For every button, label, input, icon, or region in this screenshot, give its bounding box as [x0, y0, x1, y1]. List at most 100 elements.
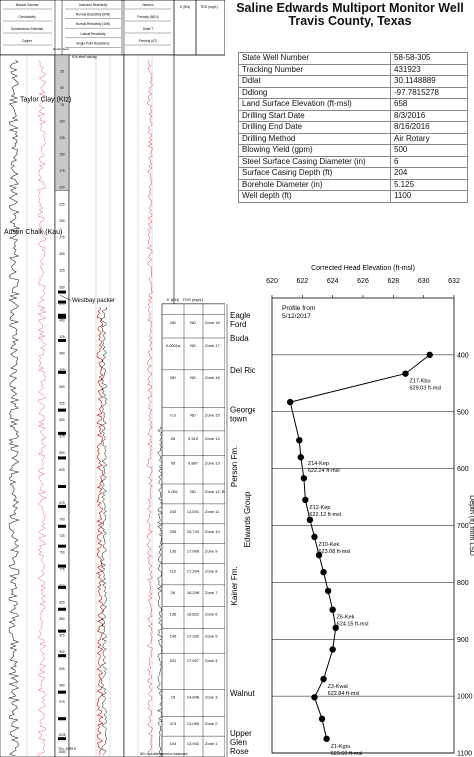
well-info-value: 6 [390, 155, 468, 168]
profile-annotation-date: 5/12/2017 [282, 313, 311, 320]
x-tick-label: 630 [418, 278, 430, 285]
well-info-row: Well depth (ft) 1100 [238, 190, 468, 203]
x-tick-label: 624 [327, 278, 339, 285]
well-info-row: Steel Surface Casing Diameter (in) 6 [238, 155, 468, 168]
zone-k-value: 136 [170, 549, 177, 554]
depth-tick-label: 375 [59, 302, 65, 306]
steel-casing-label: 6-in steel casing [72, 55, 97, 59]
resistivity-curve [96, 307, 104, 756]
zone-k-value: 26 [171, 590, 176, 595]
right-track-header: Porosity (NEU) [137, 15, 158, 19]
well-info-label: Drilling Method [238, 132, 391, 145]
westbay-packer [58, 585, 66, 589]
data-point [311, 694, 318, 701]
steel-casing-bar [54, 54, 70, 191]
formation-label: Person Fm. [230, 446, 239, 487]
zone-tds-value: 9,887 [188, 460, 199, 465]
well-info-value: 204 [390, 167, 468, 180]
westbay-packer-label: Westbay packer [72, 298, 115, 304]
depth-tick-label: 750 [59, 551, 65, 555]
depth-header: Depth (feet) [53, 47, 69, 51]
well-info-label: Drilling Start Date [238, 109, 391, 122]
series-line [289, 354, 431, 739]
zone-name: Zone 9 [205, 549, 218, 554]
depth-tick-label: 125 [59, 136, 65, 140]
well-info-value: 58-58-305 [390, 52, 468, 65]
middle-track-header: Normal Resistivity (16N) [76, 22, 110, 26]
well-info-table: State Well Number 58-58-305 Tracking Numbe… [238, 52, 468, 203]
well-info-row: Drilling Method Air Rotary [238, 132, 468, 145]
well-info-row: Surface Casing Depth (ft) 204 [238, 167, 468, 180]
zone-tds-value: 13,090 [187, 721, 200, 726]
westbay-packer [58, 544, 66, 548]
zone-k-value: ND [170, 375, 176, 380]
y-tick-label: 500 [457, 409, 469, 416]
point-label: Z3-Kwal [328, 684, 348, 690]
westbay-packer [58, 737, 66, 741]
left-track-header: Conductivity [18, 15, 36, 19]
depth-tick-label: 100 [59, 119, 65, 123]
x-tick-label: 622 [296, 278, 308, 285]
depth-tick-label: 600 [59, 451, 65, 455]
depth-tick-label: 825 [59, 600, 65, 604]
westbay-packer [58, 504, 66, 508]
zone-k-value: 15 [171, 695, 176, 700]
point-label: 629.03 ft-msl [409, 386, 441, 392]
depth-tick-label: 300 [59, 252, 65, 256]
zone-name: Zone 17 [205, 343, 220, 348]
zone-k-value: 95 [171, 460, 176, 465]
depth-tick-label: 975 [59, 700, 65, 704]
data-point [311, 533, 318, 541]
zone-name: Zone 10 [205, 529, 220, 534]
westbay-packer [58, 315, 66, 319]
depth-tick-label: 500 [59, 385, 65, 389]
y-tick-label: 700 [457, 523, 469, 530]
zone-tds-value: 14,848 [187, 695, 200, 700]
y-tick-label: 400 [457, 352, 469, 359]
zone-tds-value: 15,743 [187, 529, 200, 534]
page-title: Saline Edwards Multiport Monitor Well Tr… [232, 2, 468, 27]
point-label: Z12-Kep [309, 505, 330, 511]
zone-tds-value: ND [190, 413, 196, 418]
depth-tick-label: 1025 [58, 733, 65, 737]
log-header-column [195, 0, 225, 56]
depth-tick-label: 175 [59, 169, 65, 173]
well-info-row: Drilling End Date 8/16/2016 [238, 121, 468, 134]
right-track-header: Porosity (ΔT) [139, 39, 158, 43]
westbay-packer [58, 290, 66, 294]
point-label: 622.12 ft-msl [309, 512, 341, 518]
point-label: Z6-Kek [337, 615, 355, 621]
point-label: Z1-Kgru [331, 744, 351, 750]
formation-label: Del Rio [230, 366, 255, 375]
formation-label: George- [230, 406, 255, 415]
well-info-row: Ddlat 30.1148889 [238, 75, 468, 88]
zone-name: Zone 14 [205, 436, 220, 441]
data-point [323, 735, 330, 742]
well-info-row: State Well Number 58-58-305 [238, 52, 468, 65]
conductivity-curve [37, 59, 47, 757]
data-point [300, 475, 308, 482]
zone-name: Zone 6 [205, 612, 218, 617]
formation-label: Kainer Fm. [230, 566, 239, 605]
westbay-packer [58, 690, 66, 694]
well-info-row: Ddlong -97.7815278 [238, 86, 468, 99]
zone-k-value: 112 [170, 569, 177, 574]
formation-label: Upper [230, 729, 252, 738]
depth-tick-label: 450 [59, 352, 65, 356]
depth-tick-label: 900 [59, 650, 65, 654]
depth-tick-label: 475 [59, 368, 65, 372]
depth-tick-label: 250 [59, 219, 65, 223]
westbay-packer [58, 524, 66, 528]
left-track-header: Caliper [22, 39, 33, 43]
zone-name: Zone 7 [205, 590, 218, 595]
well-info-row: Blowing Yield (gpm) 500 [238, 144, 468, 157]
zones-table [161, 303, 225, 757]
data-point [302, 496, 309, 504]
formation-label: Glen [230, 738, 247, 747]
y-tick-label: 1100 [457, 751, 472, 757]
well-info-value: Air Rotary [390, 132, 468, 145]
depth-tick-label: 225 [59, 202, 65, 206]
zone-k-value: 145 [170, 634, 177, 639]
well-info-value: 8/3/2016 [390, 109, 468, 122]
zone-name: Zone 11 [205, 509, 220, 514]
